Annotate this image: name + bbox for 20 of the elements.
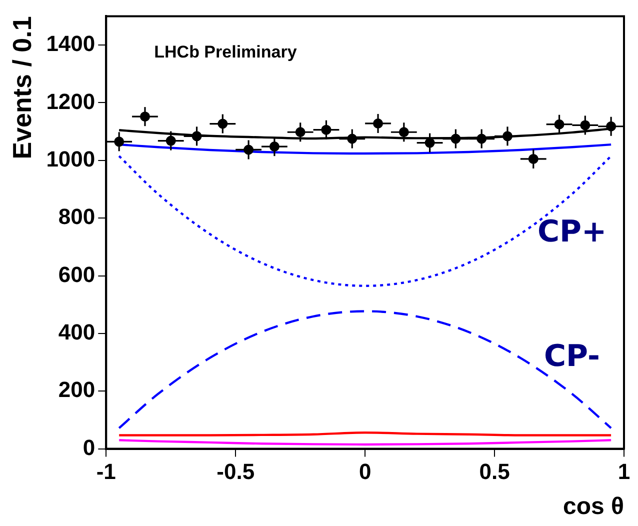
x-tick-label: -1	[96, 459, 116, 484]
x-axis-title: cos θ	[563, 493, 624, 520]
line-series	[118, 154, 612, 287]
y-tick-label: 800	[58, 204, 96, 230]
y-tick-label: 600	[58, 262, 96, 287]
y-axis-title: Events / 0.1	[6, 16, 37, 160]
y-tick-label: 400	[58, 320, 96, 345]
y-tick-label: 200	[58, 377, 96, 402]
x-tick-label: 0	[358, 459, 372, 484]
y-tick-label: 0	[82, 434, 96, 460]
y-tick-label: 1200	[46, 88, 96, 114]
series-label: CP-	[544, 338, 600, 374]
x-tick-label: 1	[618, 459, 630, 484]
line-series	[118, 310, 612, 430]
annotation: LHCb Preliminary	[154, 42, 298, 62]
y-tick-label: 1000	[46, 146, 96, 172]
x-tick-label: 0.5	[479, 459, 510, 484]
series-label: CP+	[537, 214, 607, 250]
y-tick-label: 1400	[46, 31, 96, 56]
x-tick-label: -0.5	[216, 459, 255, 484]
